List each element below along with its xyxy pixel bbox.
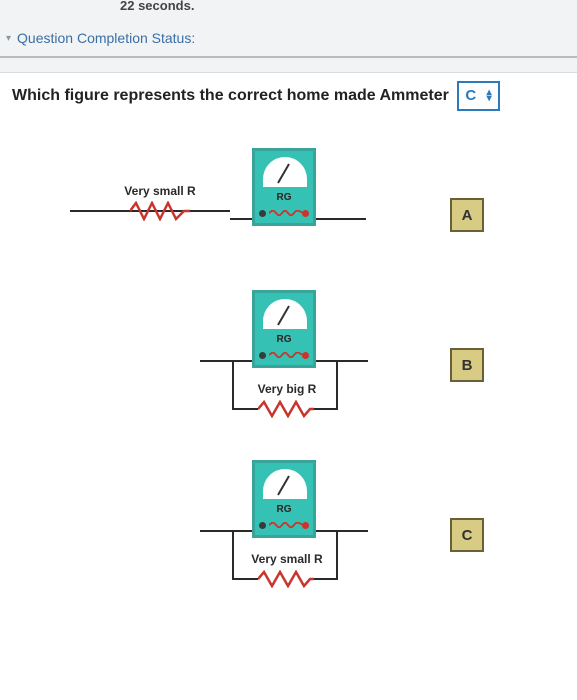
internal-resistor-icon (269, 352, 303, 358)
selected-answer: C (465, 87, 476, 104)
divider (0, 56, 577, 58)
wire (232, 360, 234, 408)
option-a-box[interactable]: A (450, 198, 484, 232)
resistor-label: Very small R (120, 184, 200, 198)
wire (230, 218, 252, 220)
meter-rg: RG (255, 192, 313, 203)
resistor-icon (130, 201, 190, 221)
wire (316, 530, 368, 532)
resistor-icon (258, 400, 314, 418)
meter-icon: RG (252, 148, 316, 226)
option-b-box[interactable]: B (450, 348, 484, 382)
wire (316, 360, 368, 362)
wire (200, 530, 252, 532)
option-a-label: A (462, 207, 473, 224)
chevron-down-icon: ▾ (6, 33, 11, 44)
internal-resistor-icon (269, 522, 303, 528)
wire (316, 218, 366, 220)
resistor-icon (258, 570, 314, 588)
wire (232, 530, 234, 578)
question-completion-status[interactable]: ▾ Question Completion Status: (6, 30, 195, 46)
timer-fragment: 22 seconds. (120, 0, 194, 13)
figure-a: Very small R RG A (0, 120, 577, 290)
qcs-label: Question Completion Status: (17, 30, 195, 46)
resistor-label: Very small R (244, 552, 330, 566)
meter-rg: RG (255, 334, 313, 345)
meter-icon: RG (252, 460, 316, 538)
meter-rg: RG (255, 504, 313, 515)
option-c-box[interactable]: C (450, 518, 484, 552)
resistor-label: Very big R (248, 382, 326, 396)
option-b-label: B (462, 357, 473, 374)
wire (200, 360, 252, 362)
figures-container: Very small R RG A RG Very big R (0, 120, 577, 630)
question-prompt: Which figure represents the correct home… (12, 87, 449, 104)
figure-b: RG Very big R B (0, 290, 577, 460)
question-text: Which figure represents the correct home… (12, 81, 565, 111)
meter-icon: RG (252, 290, 316, 368)
internal-resistor-icon (269, 210, 303, 216)
figure-c: RG Very small R C (0, 460, 577, 630)
stepper-icon: ▴▾ (487, 90, 492, 102)
wire (336, 530, 338, 578)
option-c-label: C (462, 527, 473, 544)
wire (336, 360, 338, 408)
answer-select[interactable]: C ▴▾ (457, 81, 499, 111)
